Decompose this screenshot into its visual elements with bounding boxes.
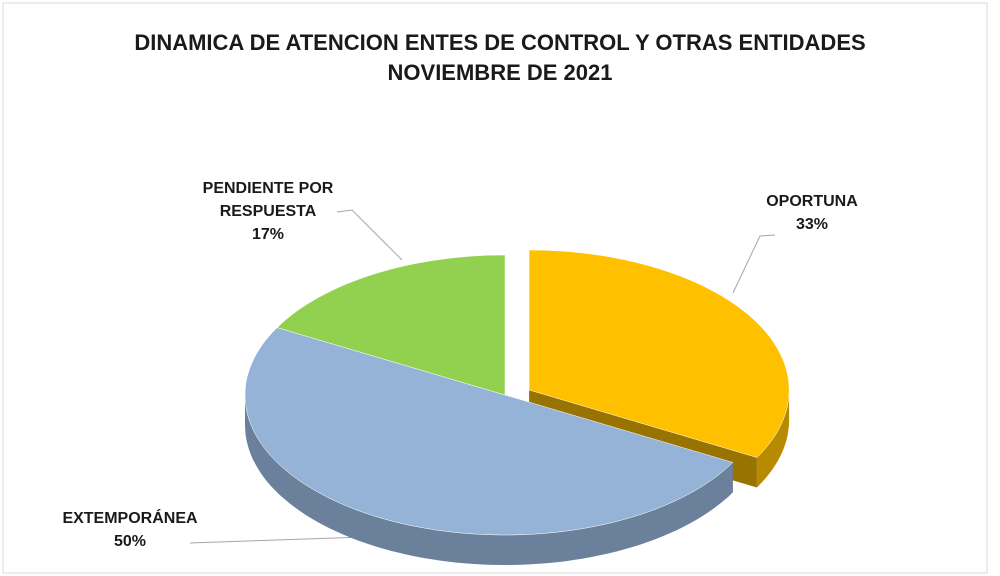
slice <box>528 249 790 458</box>
value-label: 50% <box>113 533 147 550</box>
value-label: 17% <box>251 226 285 243</box>
leader-line <box>732 234 776 294</box>
chart-title: DINAMICA DE ATENCION ENTES DE CONTROL Y … <box>134 30 866 85</box>
slice-label: EXTEMPORÁNEA 50% <box>30 507 230 553</box>
slice-label: PENDIENTE POR RESPUESTA 17% <box>178 177 358 246</box>
slice-side <box>245 395 733 565</box>
category-label: PENDIENTE POR RESPUESTA <box>202 180 334 220</box>
slice <box>244 327 734 536</box>
leader-line <box>336 209 403 261</box>
value-label: 33% <box>795 216 829 233</box>
pie <box>244 249 790 565</box>
slice-label: OPORTUNA 33% <box>732 190 892 236</box>
category-label: OPORTUNA <box>766 193 858 210</box>
slice <box>276 254 506 396</box>
leader-line <box>189 536 366 544</box>
chart-border <box>2 2 988 574</box>
category-label: EXTEMPORÁNEA <box>62 510 198 527</box>
